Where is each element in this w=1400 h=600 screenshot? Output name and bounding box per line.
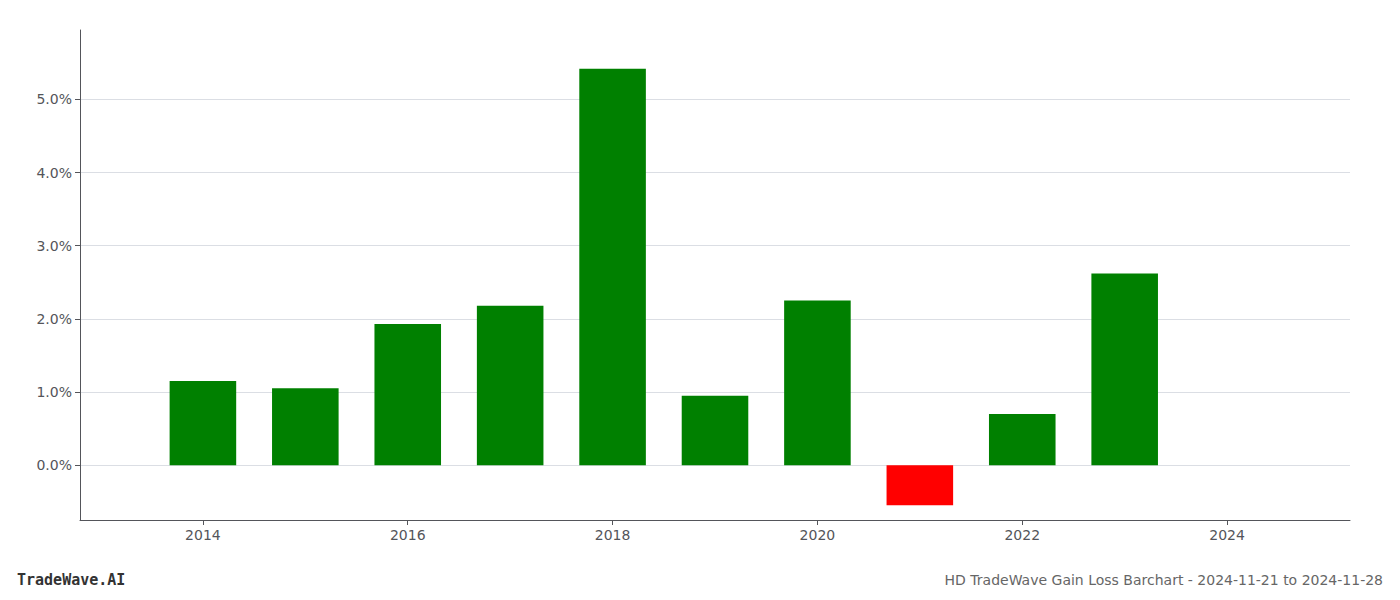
svg-text:1.0%: 1.0% [36,384,72,400]
svg-text:3.0%: 3.0% [36,238,72,254]
svg-text:4.0%: 4.0% [36,165,72,181]
svg-text:2.0%: 2.0% [36,311,72,327]
svg-text:5.0%: 5.0% [36,91,72,107]
svg-text:HD TradeWave Gain Loss Barchar: HD TradeWave Gain Loss Barchart - 2024-1… [945,572,1383,588]
svg-text:2018: 2018 [595,527,631,543]
svg-text:2024: 2024 [1209,527,1245,543]
svg-text:2020: 2020 [800,527,836,543]
svg-text:0.0%: 0.0% [36,457,72,473]
svg-text:2022: 2022 [1004,527,1040,543]
svg-text:TradeWave.AI: TradeWave.AI [17,571,125,589]
svg-text:2016: 2016 [390,527,426,543]
svg-text:2014: 2014 [185,527,221,543]
